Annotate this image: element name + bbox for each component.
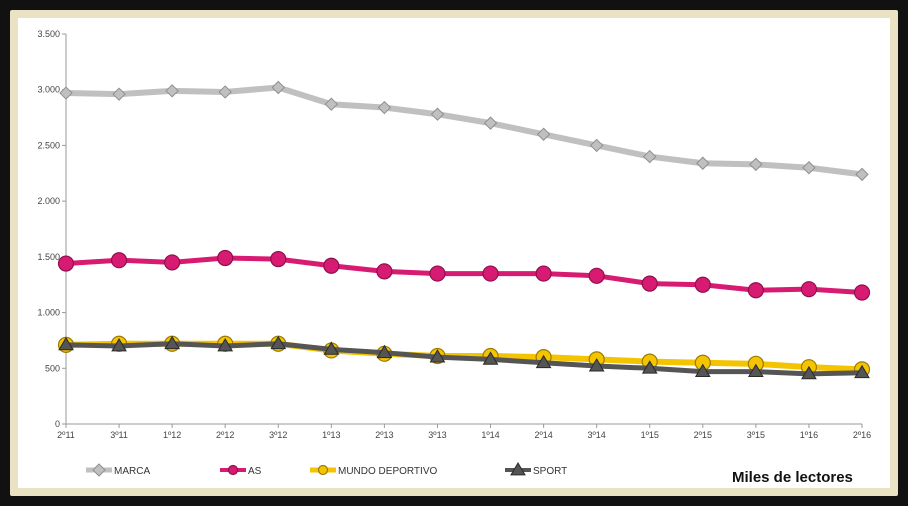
data-point xyxy=(535,354,552,369)
data-point xyxy=(696,156,710,170)
x-tick-label: 2º15 xyxy=(694,430,712,440)
data-point xyxy=(854,364,870,379)
data-point xyxy=(58,336,74,351)
data-point xyxy=(483,116,498,130)
y-tick-label: 2.500 xyxy=(37,140,60,150)
x-tick-label: 1º12 xyxy=(163,430,181,440)
legend-marker xyxy=(510,462,526,476)
data-point xyxy=(323,257,340,274)
data-point xyxy=(800,281,818,298)
y-tick-label: 3.500 xyxy=(37,29,60,39)
x-tick-label: 2º14 xyxy=(534,430,552,440)
data-point xyxy=(376,263,393,280)
series-marca xyxy=(59,80,869,182)
series-as xyxy=(57,249,871,301)
x-tick-label: 2º13 xyxy=(375,430,393,440)
x-tick-label: 3º15 xyxy=(747,430,765,440)
data-point xyxy=(694,363,711,378)
data-point xyxy=(164,335,181,350)
legend-marker xyxy=(92,463,106,477)
y-tick-label: 3.000 xyxy=(37,85,60,95)
data-point xyxy=(217,249,234,267)
x-tick-label: 2º11 xyxy=(57,430,75,440)
data-point xyxy=(641,360,658,374)
legend-item: SPORT xyxy=(505,462,567,477)
legend-label: MARCA xyxy=(114,466,150,477)
data-point xyxy=(430,107,445,121)
series-line xyxy=(65,341,863,377)
data-point xyxy=(802,161,816,175)
data-point xyxy=(801,365,817,380)
legend-marker xyxy=(227,464,239,476)
data-point xyxy=(855,167,869,182)
x-tick-label: 3º13 xyxy=(428,430,446,440)
x-tick-label: 3º14 xyxy=(588,430,606,440)
data-point xyxy=(853,284,871,301)
legend-label: SPORT xyxy=(533,466,567,477)
data-point xyxy=(217,338,234,352)
data-point xyxy=(111,338,127,352)
chart-panel xyxy=(18,18,890,488)
legend-label: AS xyxy=(248,466,262,477)
data-point xyxy=(588,358,605,372)
units-annotation: Miles de lectores xyxy=(732,469,853,486)
data-point xyxy=(271,80,285,95)
x-tick-label: 1º14 xyxy=(481,430,499,440)
legend-marker xyxy=(317,464,329,476)
x-tick-label: 1º13 xyxy=(322,430,340,440)
data-point xyxy=(112,87,126,101)
data-point xyxy=(377,100,392,115)
y-tick-label: 1.500 xyxy=(37,252,60,262)
x-tick-label: 3º12 xyxy=(269,430,287,440)
x-tick-label: 2º16 xyxy=(853,430,871,440)
legend-item: AS xyxy=(220,464,262,477)
x-tick-label: 2º12 xyxy=(216,430,234,440)
data-point xyxy=(110,252,128,269)
x-tick-label: 3º11 xyxy=(110,430,128,440)
data-point xyxy=(749,157,763,172)
data-point xyxy=(643,149,657,164)
series-sport xyxy=(58,335,870,380)
data-point xyxy=(323,341,340,355)
y-tick-label: 500 xyxy=(45,363,60,373)
data-point xyxy=(165,84,179,98)
data-point xyxy=(747,363,764,378)
data-point xyxy=(482,351,499,365)
legend-item: MARCA xyxy=(86,463,150,477)
data-point xyxy=(376,344,393,359)
data-point xyxy=(747,282,764,299)
data-point xyxy=(164,254,181,271)
series-line xyxy=(65,84,863,178)
data-point xyxy=(694,276,711,293)
data-point xyxy=(270,335,287,350)
data-point xyxy=(588,267,605,284)
y-tick-label: 0 xyxy=(55,419,60,429)
data-point xyxy=(218,85,232,99)
data-point xyxy=(57,255,75,272)
data-point xyxy=(59,86,73,100)
x-tick-label: 1º15 xyxy=(641,430,659,440)
data-point xyxy=(482,265,499,282)
data-point xyxy=(324,97,339,111)
y-tick-label: 2.000 xyxy=(37,196,60,206)
data-point xyxy=(589,138,604,153)
data-point xyxy=(270,250,287,268)
data-point xyxy=(536,127,551,141)
legend-item: MUNDO DEPORTIVO xyxy=(310,464,437,477)
legend-label: MUNDO DEPORTIVO xyxy=(338,466,437,477)
series-layer xyxy=(57,80,871,380)
data-point xyxy=(429,349,446,363)
data-point xyxy=(535,265,552,282)
series-line xyxy=(65,255,863,296)
legend: MARCA AS MUNDO DEPORTIVO SPORT xyxy=(86,462,567,477)
data-point xyxy=(429,265,446,282)
x-tick-label: 1º16 xyxy=(800,430,818,440)
data-point xyxy=(641,275,658,292)
y-tick-label: 1.000 xyxy=(37,308,60,318)
